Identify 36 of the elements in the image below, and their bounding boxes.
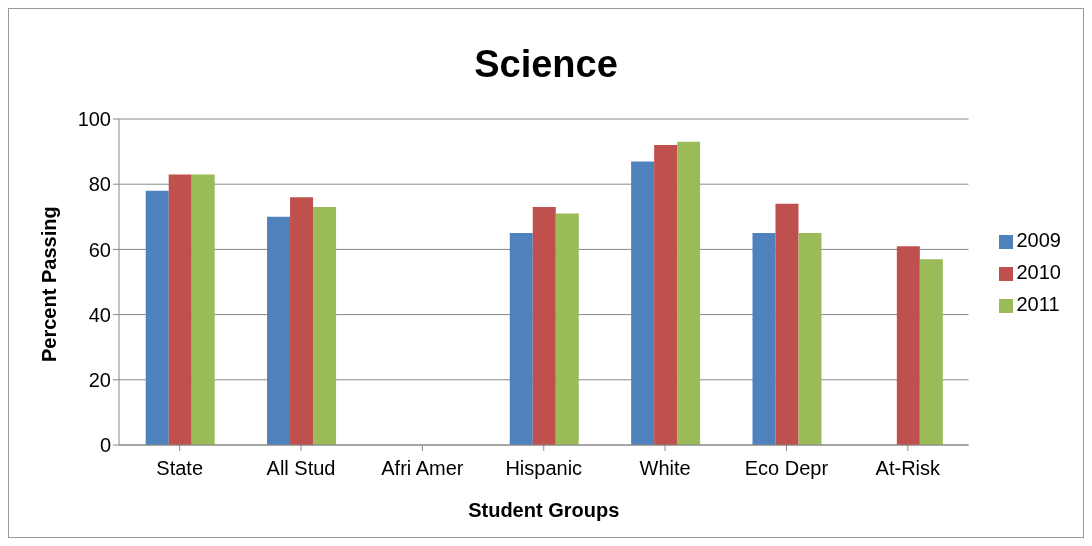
bar — [191, 174, 215, 445]
y-tick-label: 60 — [88, 238, 111, 261]
legend-label: 2010 — [1016, 261, 1061, 283]
y-tick-label: 0 — [99, 434, 111, 457]
x-tick-label: All Stud — [266, 457, 336, 480]
bar — [555, 213, 579, 445]
bar — [168, 174, 192, 445]
bar — [313, 207, 337, 445]
bar — [677, 141, 701, 445]
y-tick-label: 40 — [88, 303, 111, 326]
y-axis-title: Percent Passing — [38, 206, 61, 362]
x-tick-label: State — [156, 457, 204, 480]
bar — [631, 161, 655, 445]
bar — [919, 259, 943, 445]
bar — [145, 190, 169, 445]
y-tick-label: 100 — [77, 108, 111, 131]
x-tick-label: At-Risk — [875, 457, 942, 480]
bar — [532, 207, 556, 445]
bar — [290, 197, 314, 445]
bar — [267, 216, 291, 445]
legend-label: 2011 — [1016, 293, 1060, 315]
bar — [775, 203, 799, 445]
x-tick-label: Afri Amer — [381, 457, 464, 480]
x-tick-label: Hispanic — [505, 457, 583, 480]
chart-title: Science — [473, 43, 619, 86]
y-tick-label: 80 — [88, 173, 111, 196]
bar — [654, 145, 678, 445]
bar — [798, 233, 822, 445]
x-tick-label: White — [639, 457, 691, 480]
y-tick-label: 20 — [88, 368, 111, 391]
bar — [752, 233, 776, 445]
x-axis-title: Student Groups — [468, 499, 620, 521]
x-tick-label: Eco Depr — [744, 457, 829, 480]
legend-label: 2009 — [1016, 229, 1061, 251]
bar — [509, 233, 533, 445]
bar — [896, 246, 920, 445]
